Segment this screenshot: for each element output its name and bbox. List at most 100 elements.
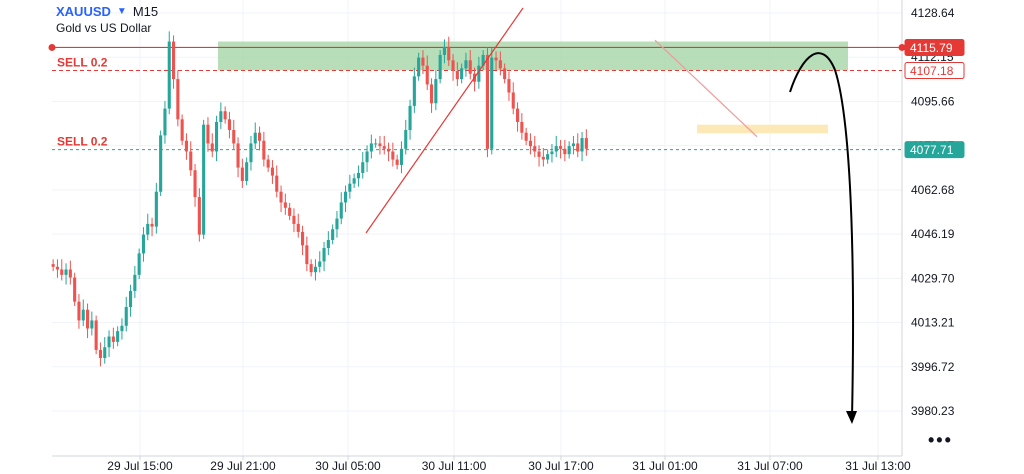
candle-body (387, 148, 391, 152)
candle-body (163, 108, 167, 136)
candle-body (77, 301, 81, 321)
candle-body (391, 151, 395, 160)
candle-body (94, 320, 98, 350)
candle-body (550, 151, 554, 155)
candle-body (528, 140, 532, 147)
candle-body (103, 347, 107, 358)
candle-body (107, 336, 111, 348)
candle-body (425, 65, 429, 85)
candle-body (309, 264, 313, 273)
candle-body (344, 191, 348, 203)
candle-body (81, 309, 85, 321)
candle-body (335, 218, 339, 230)
candle-body (507, 79, 511, 93)
candle-body (116, 331, 120, 342)
candle-body (369, 143, 373, 152)
candle-body (580, 138, 584, 152)
candle-body (559, 146, 563, 149)
candle-body (137, 253, 141, 275)
more-options-icon[interactable]: ••• (928, 430, 953, 450)
candle-body (442, 46, 446, 55)
resistance-line-handle-right (898, 43, 906, 51)
candle-body (511, 92, 515, 109)
time-tick-label: 31 Jul 07:00 (737, 459, 803, 473)
candle-body (399, 148, 403, 165)
candle-body (395, 159, 399, 165)
candle-body (421, 57, 425, 66)
price-tick-label: 3980.23 (911, 404, 955, 418)
candle-body (571, 143, 575, 147)
downtrend-line (654, 39, 758, 138)
price-tick-label: 4062.68 (911, 183, 955, 197)
candle-body (434, 79, 438, 104)
candle-body (520, 121, 524, 133)
supply-zone (218, 41, 848, 71)
candle-body (404, 130, 408, 149)
resistance-price-badge-bg (904, 38, 965, 56)
candle-body (537, 151, 541, 157)
candle-body (249, 143, 253, 163)
candle-body (279, 191, 283, 203)
candle-body (133, 274, 137, 291)
symbol-name[interactable]: XAUUSD (56, 4, 111, 19)
candle-body (468, 60, 472, 74)
candle-body (460, 68, 464, 80)
candle-body (172, 41, 176, 80)
candle-body (296, 223, 300, 232)
candle-body (262, 140, 266, 160)
candle-body (438, 54, 442, 80)
candle-body (412, 76, 416, 106)
resistance-line-handle-left (48, 43, 56, 51)
candle-body (348, 183, 352, 192)
candle-body (236, 143, 240, 168)
candle-body (270, 167, 274, 176)
candle-body (180, 119, 184, 141)
candle-body (541, 156, 545, 160)
candle-body (90, 320, 94, 329)
consolidation-zone (697, 124, 828, 134)
candle-body (184, 140, 188, 152)
time-tick-label: 29 Jul 21:00 (210, 459, 276, 473)
sell-position-label: SELL 0.2 (57, 135, 108, 149)
candle-body (374, 143, 378, 145)
candle-body (202, 124, 206, 235)
candle-body (73, 277, 77, 302)
price-tick-label: 4128.64 (911, 6, 955, 20)
candle-body (322, 248, 326, 262)
candle-body (219, 111, 223, 122)
candle-body (86, 309, 90, 329)
candle-body (55, 266, 59, 270)
candle-body (352, 178, 356, 184)
candle-body (326, 239, 330, 249)
candle-body (51, 264, 55, 267)
candle-body (503, 68, 507, 80)
candle-body (292, 215, 296, 224)
sell-price-badge-bg (904, 62, 965, 80)
candle-body (167, 41, 171, 109)
candle-body (288, 207, 292, 216)
interval-label[interactable]: M15 (132, 4, 159, 19)
candle-body (546, 154, 550, 160)
time-tick-label: 30 Jul 05:00 (315, 459, 381, 473)
candle-body (451, 60, 455, 72)
price-tick-label: 3996.72 (911, 360, 955, 374)
candle-body (253, 132, 257, 144)
symbol-dropdown-icon[interactable]: ▼ (116, 6, 127, 17)
candle-body (240, 167, 244, 181)
sell-price-badge: 4107.18 (910, 64, 954, 78)
candle-body (215, 121, 219, 152)
time-tick-label: 30 Jul 11:00 (422, 459, 487, 473)
candle-body (275, 175, 279, 192)
projection-arrowhead (846, 411, 857, 424)
candle-body (408, 105, 412, 131)
candle-body (197, 197, 201, 235)
candle-body (227, 119, 231, 131)
candle-body (305, 245, 309, 265)
candle-body (490, 57, 494, 149)
candle-body (516, 108, 520, 122)
candle-body (554, 146, 558, 152)
candle-body (193, 170, 197, 198)
candle-body (455, 71, 459, 80)
candle-body (223, 111, 227, 120)
